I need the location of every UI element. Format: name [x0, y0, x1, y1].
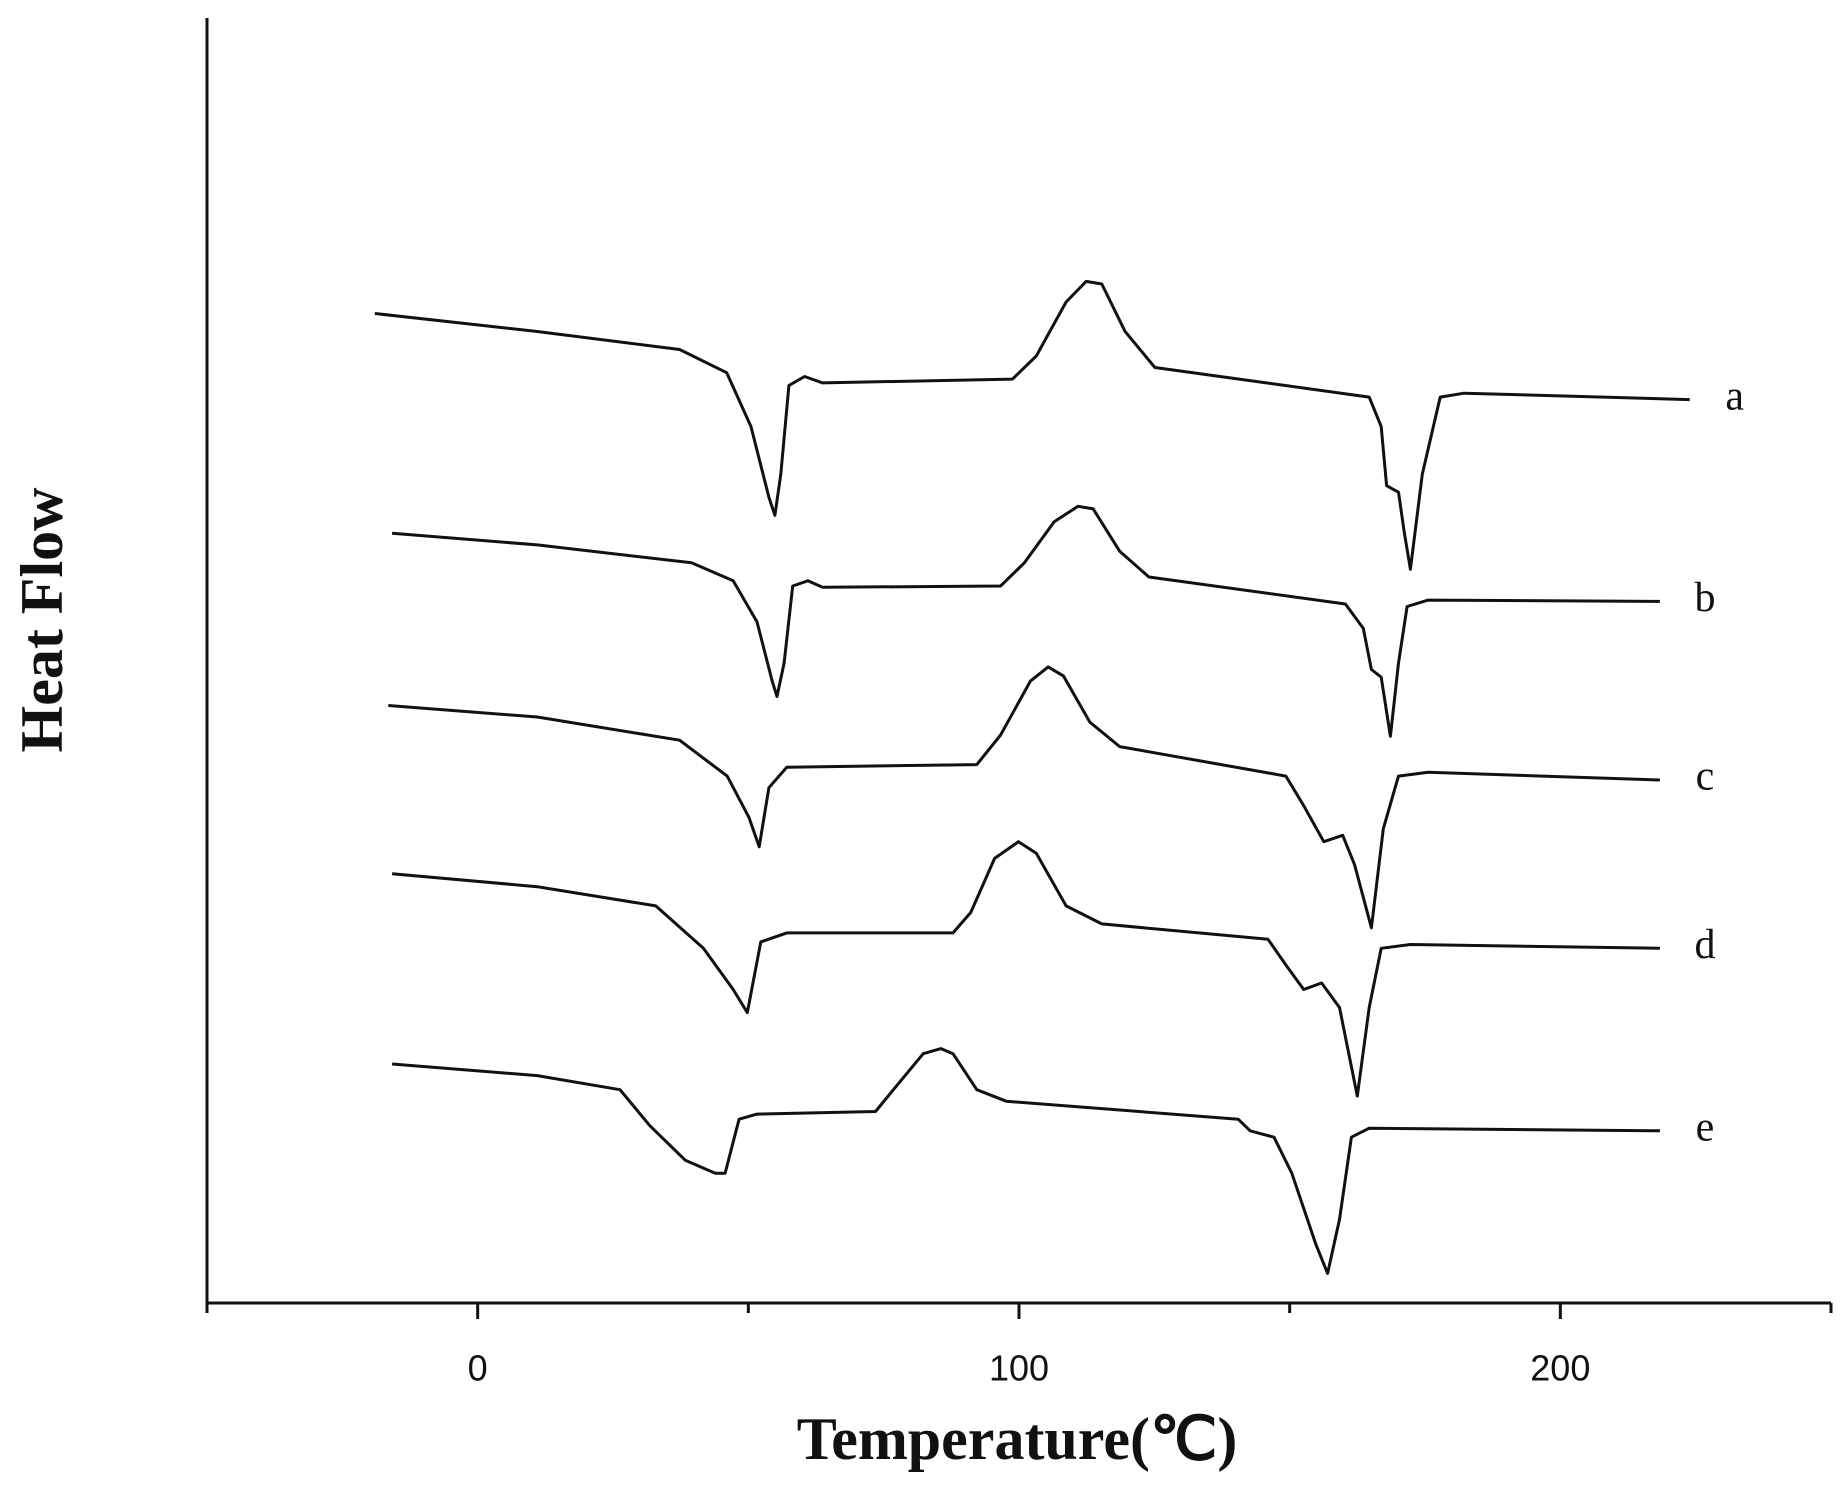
series-line	[391, 1047, 1660, 1275]
series-label: b	[1694, 575, 1715, 621]
series-line	[388, 665, 1660, 930]
series-line	[374, 279, 1690, 571]
series-label: c	[1696, 754, 1715, 800]
series-label: e	[1696, 1104, 1715, 1150]
series-label: d	[1694, 922, 1715, 968]
series-label: a	[1725, 373, 1744, 419]
series-line	[391, 840, 1660, 1098]
x-tick-label: 100	[989, 1348, 1049, 1389]
x-tick-label: 0	[468, 1348, 488, 1389]
y-axis-title: Heat Flow	[9, 487, 75, 753]
x-axis-title: Temperature(℃)	[797, 1406, 1238, 1472]
x-tick-label: 200	[1530, 1348, 1590, 1389]
series-line	[391, 504, 1660, 738]
